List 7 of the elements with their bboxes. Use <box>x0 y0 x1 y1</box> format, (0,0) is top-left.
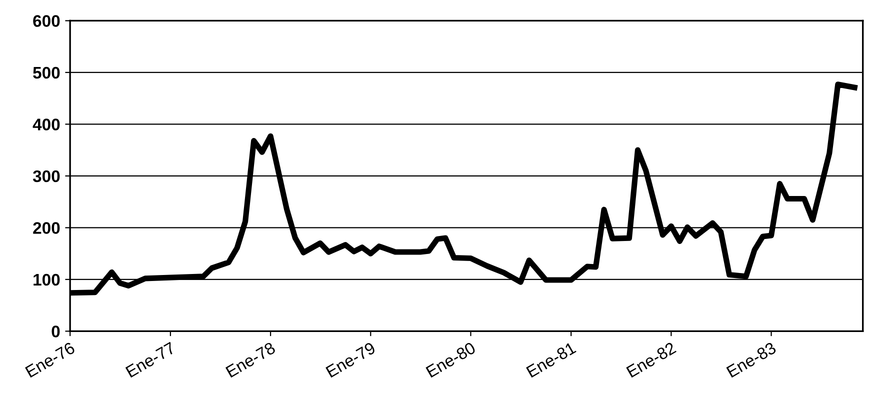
y-tick-label: 0 <box>52 326 60 338</box>
y-tick-label: 600 <box>33 15 60 27</box>
y-tick-label: 200 <box>33 222 60 234</box>
y-tick-label: 400 <box>32 118 60 130</box>
y-tick-label: 300 <box>32 170 60 182</box>
y-tick-label: 100 <box>34 274 60 286</box>
y-tick-label: 500 <box>33 66 60 79</box>
